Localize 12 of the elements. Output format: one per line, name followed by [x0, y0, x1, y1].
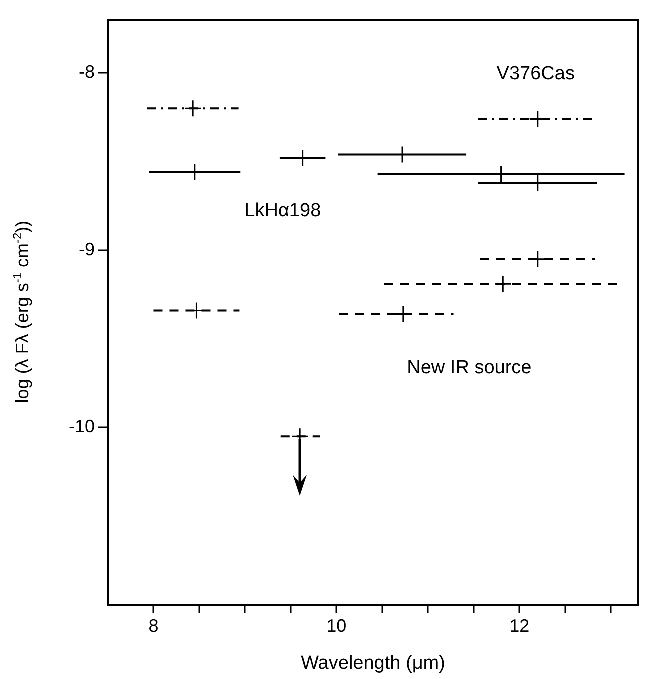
- y-tick-label: -8: [78, 62, 95, 82]
- series-label: New IR source: [407, 358, 532, 379]
- y-tick-label: -9: [78, 239, 95, 260]
- point: [494, 275, 512, 293]
- x-tick-label: 12: [510, 616, 530, 636]
- x-tick-label: 8: [148, 616, 159, 636]
- series-label: V376Cas: [496, 64, 575, 85]
- point: [184, 100, 202, 118]
- x-tick-label: 10: [326, 616, 347, 636]
- y-tick-label: -10: [68, 416, 95, 437]
- text: LkHα198: [244, 200, 322, 222]
- x-axis-title: Wavelength (μm): [301, 652, 446, 674]
